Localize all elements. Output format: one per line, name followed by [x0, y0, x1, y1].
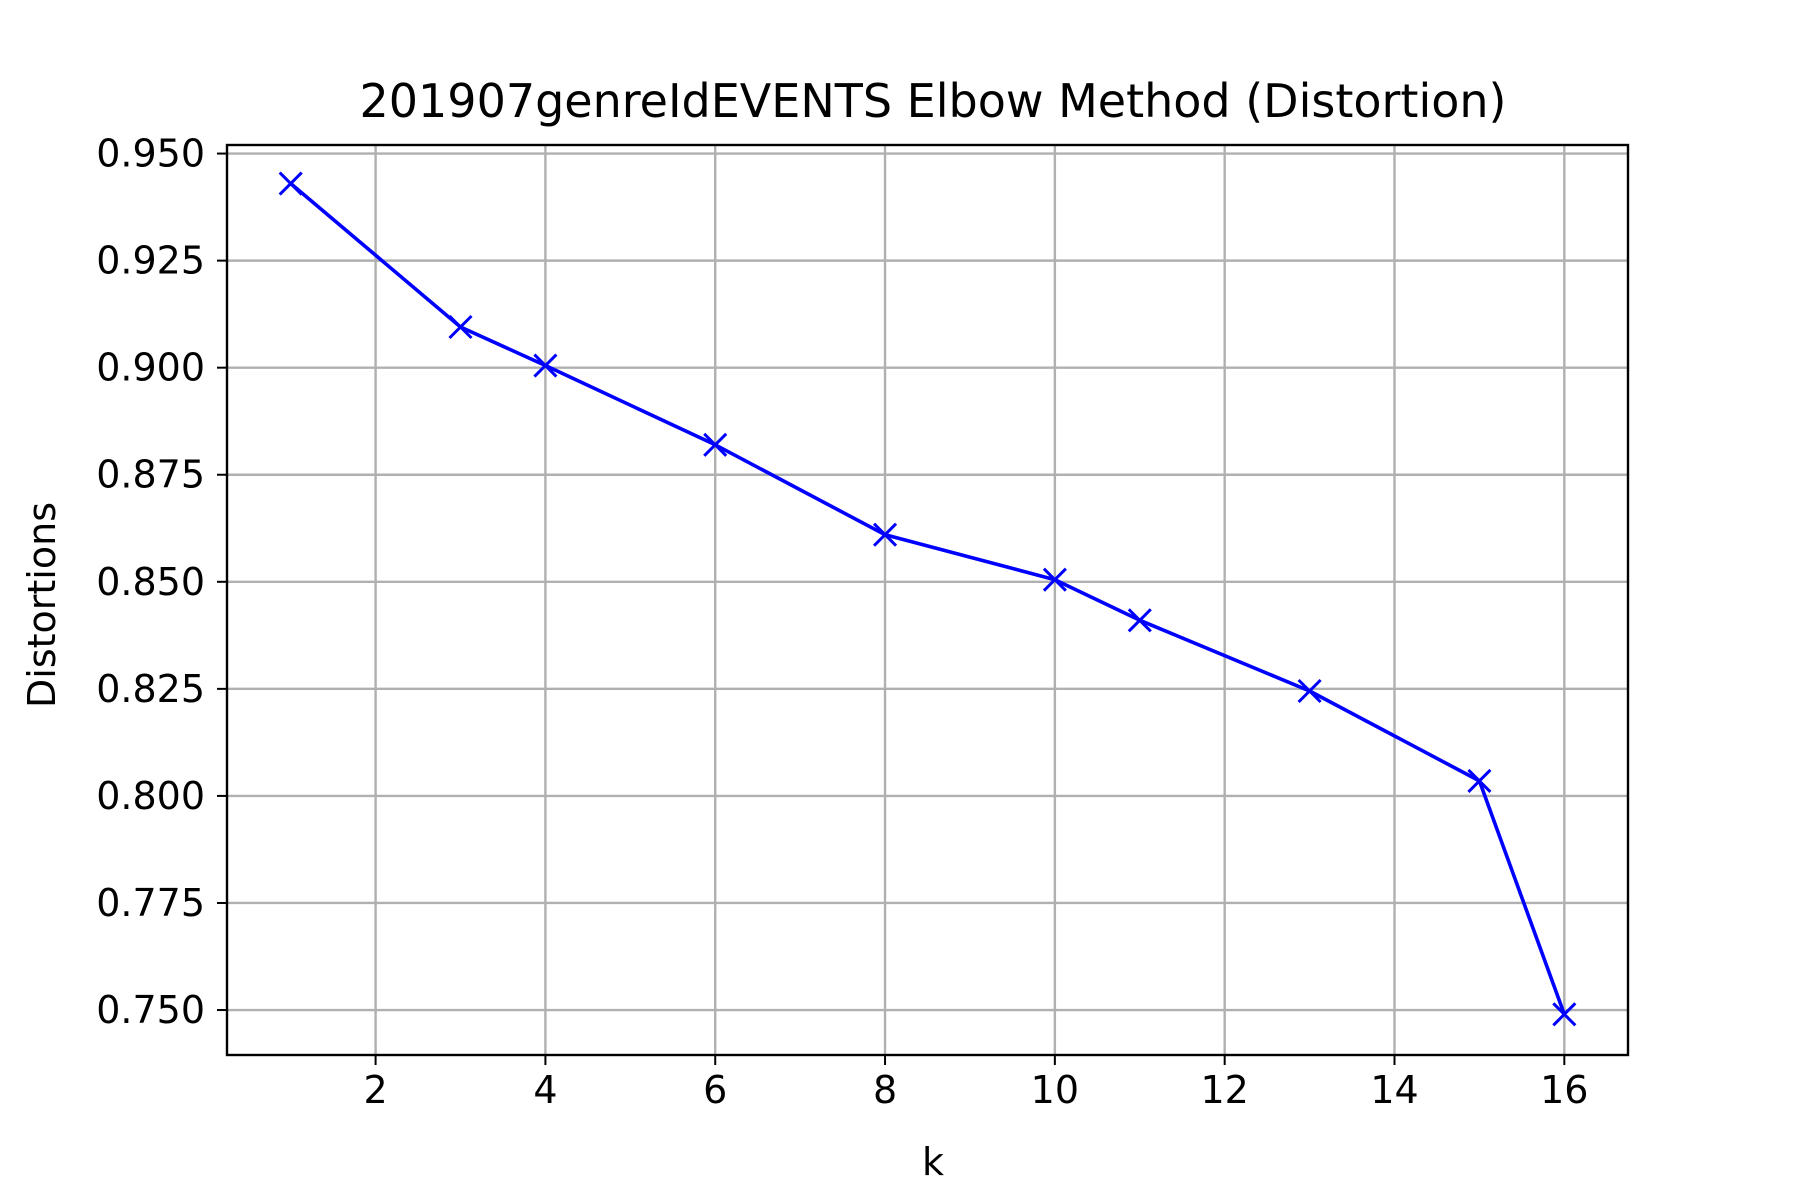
- series-distortion: [278, 171, 1577, 1027]
- data-point-marker: [1042, 567, 1067, 592]
- chart-title: 201907genreIdEVENTS Elbow Method (Distor…: [360, 74, 1507, 128]
- x-tick-label: 2: [363, 1068, 387, 1112]
- data-point-marker: [448, 314, 473, 340]
- plot-frame: [225, 143, 1630, 1057]
- y-tick-label: 0.850: [96, 560, 205, 604]
- data-point-marker: [533, 353, 558, 378]
- marker-stroke: [1467, 768, 1492, 793]
- x-tick-label: 8: [873, 1068, 897, 1112]
- series-line: [289, 182, 1566, 1015]
- y-tick-label: 0.750: [96, 988, 205, 1032]
- x-tick-label: 6: [703, 1068, 727, 1112]
- data-point-marker: [872, 522, 898, 547]
- y-tick-label: 0.800: [96, 774, 205, 818]
- marker-stroke: [703, 432, 728, 457]
- x-tick-label: 12: [1201, 1068, 1249, 1112]
- x-tick-label: 14: [1370, 1068, 1418, 1112]
- x-axis-label: k: [922, 1140, 944, 1184]
- data-point-marker: [1467, 768, 1492, 793]
- data-point-marker: [1297, 678, 1322, 704]
- marker-stroke: [533, 353, 558, 378]
- data-point-marker: [1552, 1002, 1577, 1027]
- axes: 2 4 6 8 10 12 14 16 0.750 0.775 0.800 0.825 0.850 0.8…: [96, 132, 1630, 1112]
- y-tick-label: 0.875: [96, 453, 205, 497]
- y-tick-label: 0.925: [96, 239, 205, 283]
- data-point-marker: [703, 432, 728, 457]
- y-tick-label: 0.825: [96, 667, 205, 711]
- marker-stroke: [1042, 567, 1067, 592]
- y-tick-label: 0.900: [96, 346, 205, 390]
- x-tick-label: 4: [533, 1068, 557, 1112]
- marker-stroke: [448, 314, 473, 340]
- marker-stroke: [1552, 1002, 1577, 1027]
- y-axis-label: Distortions: [20, 502, 64, 708]
- marker-stroke: [278, 171, 303, 196]
- y-tick-label: 0.950: [96, 132, 205, 176]
- data-point-marker: [1127, 608, 1152, 633]
- data-point-marker: [278, 171, 303, 196]
- marker-stroke: [872, 522, 898, 547]
- x-tick-label: 10: [1031, 1068, 1079, 1112]
- grid-lines: [227, 145, 1628, 1055]
- y-tick-label: 0.775: [96, 881, 205, 925]
- marker-stroke: [1297, 678, 1322, 704]
- x-tick-label: 16: [1540, 1068, 1588, 1112]
- marker-stroke: [1127, 608, 1152, 633]
